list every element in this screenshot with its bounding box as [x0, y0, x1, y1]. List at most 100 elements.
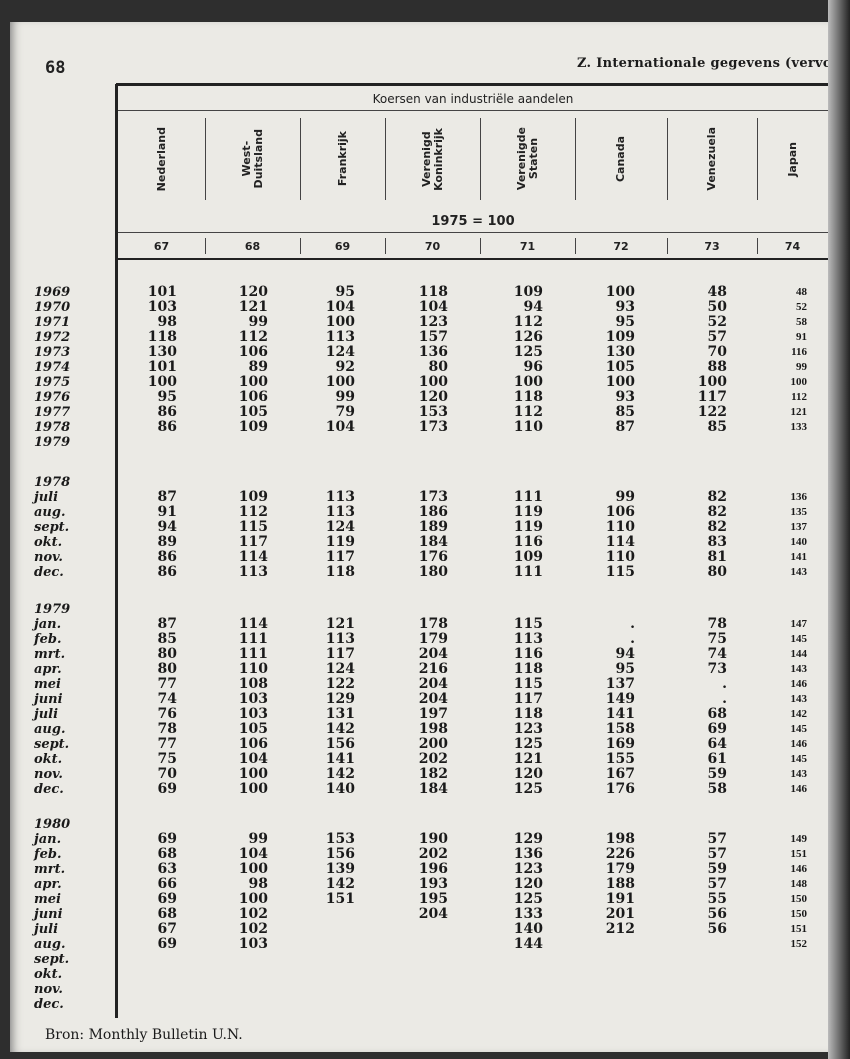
table-row: mrt. 80 111 117 204 116 94 74 144	[10, 646, 828, 663]
table-cell: 200	[418, 736, 448, 752]
table-row: dec.	[10, 997, 828, 1012]
table-cell: 112	[238, 329, 268, 345]
table-cell: 102	[238, 921, 268, 937]
table-cell: 140	[325, 781, 355, 797]
table-cell: 98	[248, 876, 268, 892]
table-cell: 150	[790, 908, 808, 920]
table-cell: 82	[707, 504, 727, 520]
table-cell: 86	[157, 404, 177, 420]
table-cell: 145	[790, 753, 808, 765]
table-cell: 105	[238, 721, 268, 737]
header-rule-2	[118, 232, 828, 233]
table-cell: 89	[248, 359, 268, 375]
table-cell: 58	[796, 316, 807, 328]
table-cell: 131	[325, 706, 355, 722]
row-label: 1971	[34, 315, 71, 330]
row-label: aug.	[34, 505, 66, 520]
table-cell: 142	[325, 721, 355, 737]
table-cell: 176	[605, 781, 635, 797]
table-cell: 143	[790, 663, 808, 675]
table-cell: 56	[707, 921, 727, 937]
table-cell: 109	[238, 489, 268, 505]
table-cell: 193	[418, 876, 448, 892]
table-cell: 69	[707, 721, 727, 737]
table-cell: 100	[418, 374, 448, 390]
code-divider	[385, 238, 386, 254]
table-cell: 146	[790, 783, 808, 795]
column-header: Japan	[757, 118, 828, 200]
row-label: feb.	[34, 632, 62, 647]
table-cell: 121	[238, 299, 268, 315]
row-label: dec.	[34, 997, 64, 1012]
table-row: juni 74 103 129 204 117 149. 143	[10, 691, 828, 708]
table-cell: 106	[238, 389, 268, 405]
code-divider	[300, 238, 301, 254]
table-cell: 118	[513, 389, 543, 405]
row-label: mei	[34, 892, 61, 907]
table-cell: 57	[707, 329, 727, 345]
column-divider	[300, 118, 301, 200]
code-divider	[757, 238, 758, 254]
table-cell: 190	[418, 831, 448, 847]
table-cell: 137	[790, 521, 808, 533]
table-cell: 100	[238, 861, 268, 877]
table-cell: 110	[605, 519, 635, 535]
table-cell: 64	[707, 736, 727, 752]
table-cell: 104	[325, 419, 355, 435]
table-cell: 59	[707, 861, 727, 877]
table-cell: 145	[790, 633, 808, 645]
table-cell: 152	[790, 938, 808, 950]
table-cell: 81	[707, 549, 727, 565]
row-label: feb.	[34, 847, 62, 862]
table-cell: 144	[513, 936, 543, 952]
table-cell: 78	[707, 616, 727, 632]
table-cell: 116	[791, 346, 807, 358]
table-cell: 106	[238, 736, 268, 752]
table-cell: 122	[697, 404, 727, 420]
table-cell: 113	[325, 489, 355, 505]
column-code: 71	[519, 240, 536, 253]
table-cell: 120	[513, 766, 543, 782]
column-divider	[575, 118, 576, 200]
table-cell: 88	[707, 359, 727, 375]
column-name: Nederland	[154, 126, 168, 192]
table-cell: 151	[325, 891, 355, 907]
table-cell: 52	[796, 301, 807, 313]
table-cell: 100	[513, 374, 543, 390]
table-cell: 78	[157, 721, 177, 737]
table-cell: 117	[697, 389, 727, 405]
table-cell: 116	[513, 646, 543, 662]
table-row: 1970 103 121 104 104 94 93 50 52	[10, 299, 828, 316]
row-label: dec.	[34, 782, 64, 797]
table-row: 1978 86 109 104 173 110 87 85 133	[10, 419, 828, 436]
table-cell: 156	[325, 846, 355, 862]
source-note: Bron: Monthly Bulletin U.N.	[45, 1027, 243, 1043]
table-cell: 87	[157, 489, 177, 505]
header-rule	[118, 110, 828, 111]
table-row: okt.	[10, 967, 828, 982]
table-cell: 148	[790, 878, 808, 890]
table-cell: 149	[790, 833, 808, 845]
table-cell: 96	[523, 359, 543, 375]
row-label: 1980	[34, 817, 71, 832]
row-label: 1972	[34, 330, 71, 345]
table-cell: 110	[605, 549, 635, 565]
row-label: 1979	[34, 602, 71, 617]
table-cell: .	[722, 691, 727, 707]
table-cell: 77	[157, 736, 177, 752]
table-cell: 121	[790, 406, 808, 418]
table-row: 1972 118 112 113 157 126 109 57 91	[10, 329, 828, 346]
table-cell: 70	[707, 344, 727, 360]
table-cell: 63	[157, 861, 177, 877]
table-cell: 184	[418, 534, 448, 550]
table-cell: 74	[707, 646, 727, 662]
column-code: 68	[244, 240, 261, 253]
row-label: mrt.	[34, 647, 66, 662]
table-cell: 100	[325, 314, 355, 330]
table-cell: 99	[248, 831, 268, 847]
row-label: 1979	[34, 435, 71, 450]
table-cell: 123	[418, 314, 448, 330]
table-cell: 92	[335, 359, 355, 375]
table-cell: 129	[325, 691, 355, 707]
column-header: Canada	[575, 118, 667, 200]
